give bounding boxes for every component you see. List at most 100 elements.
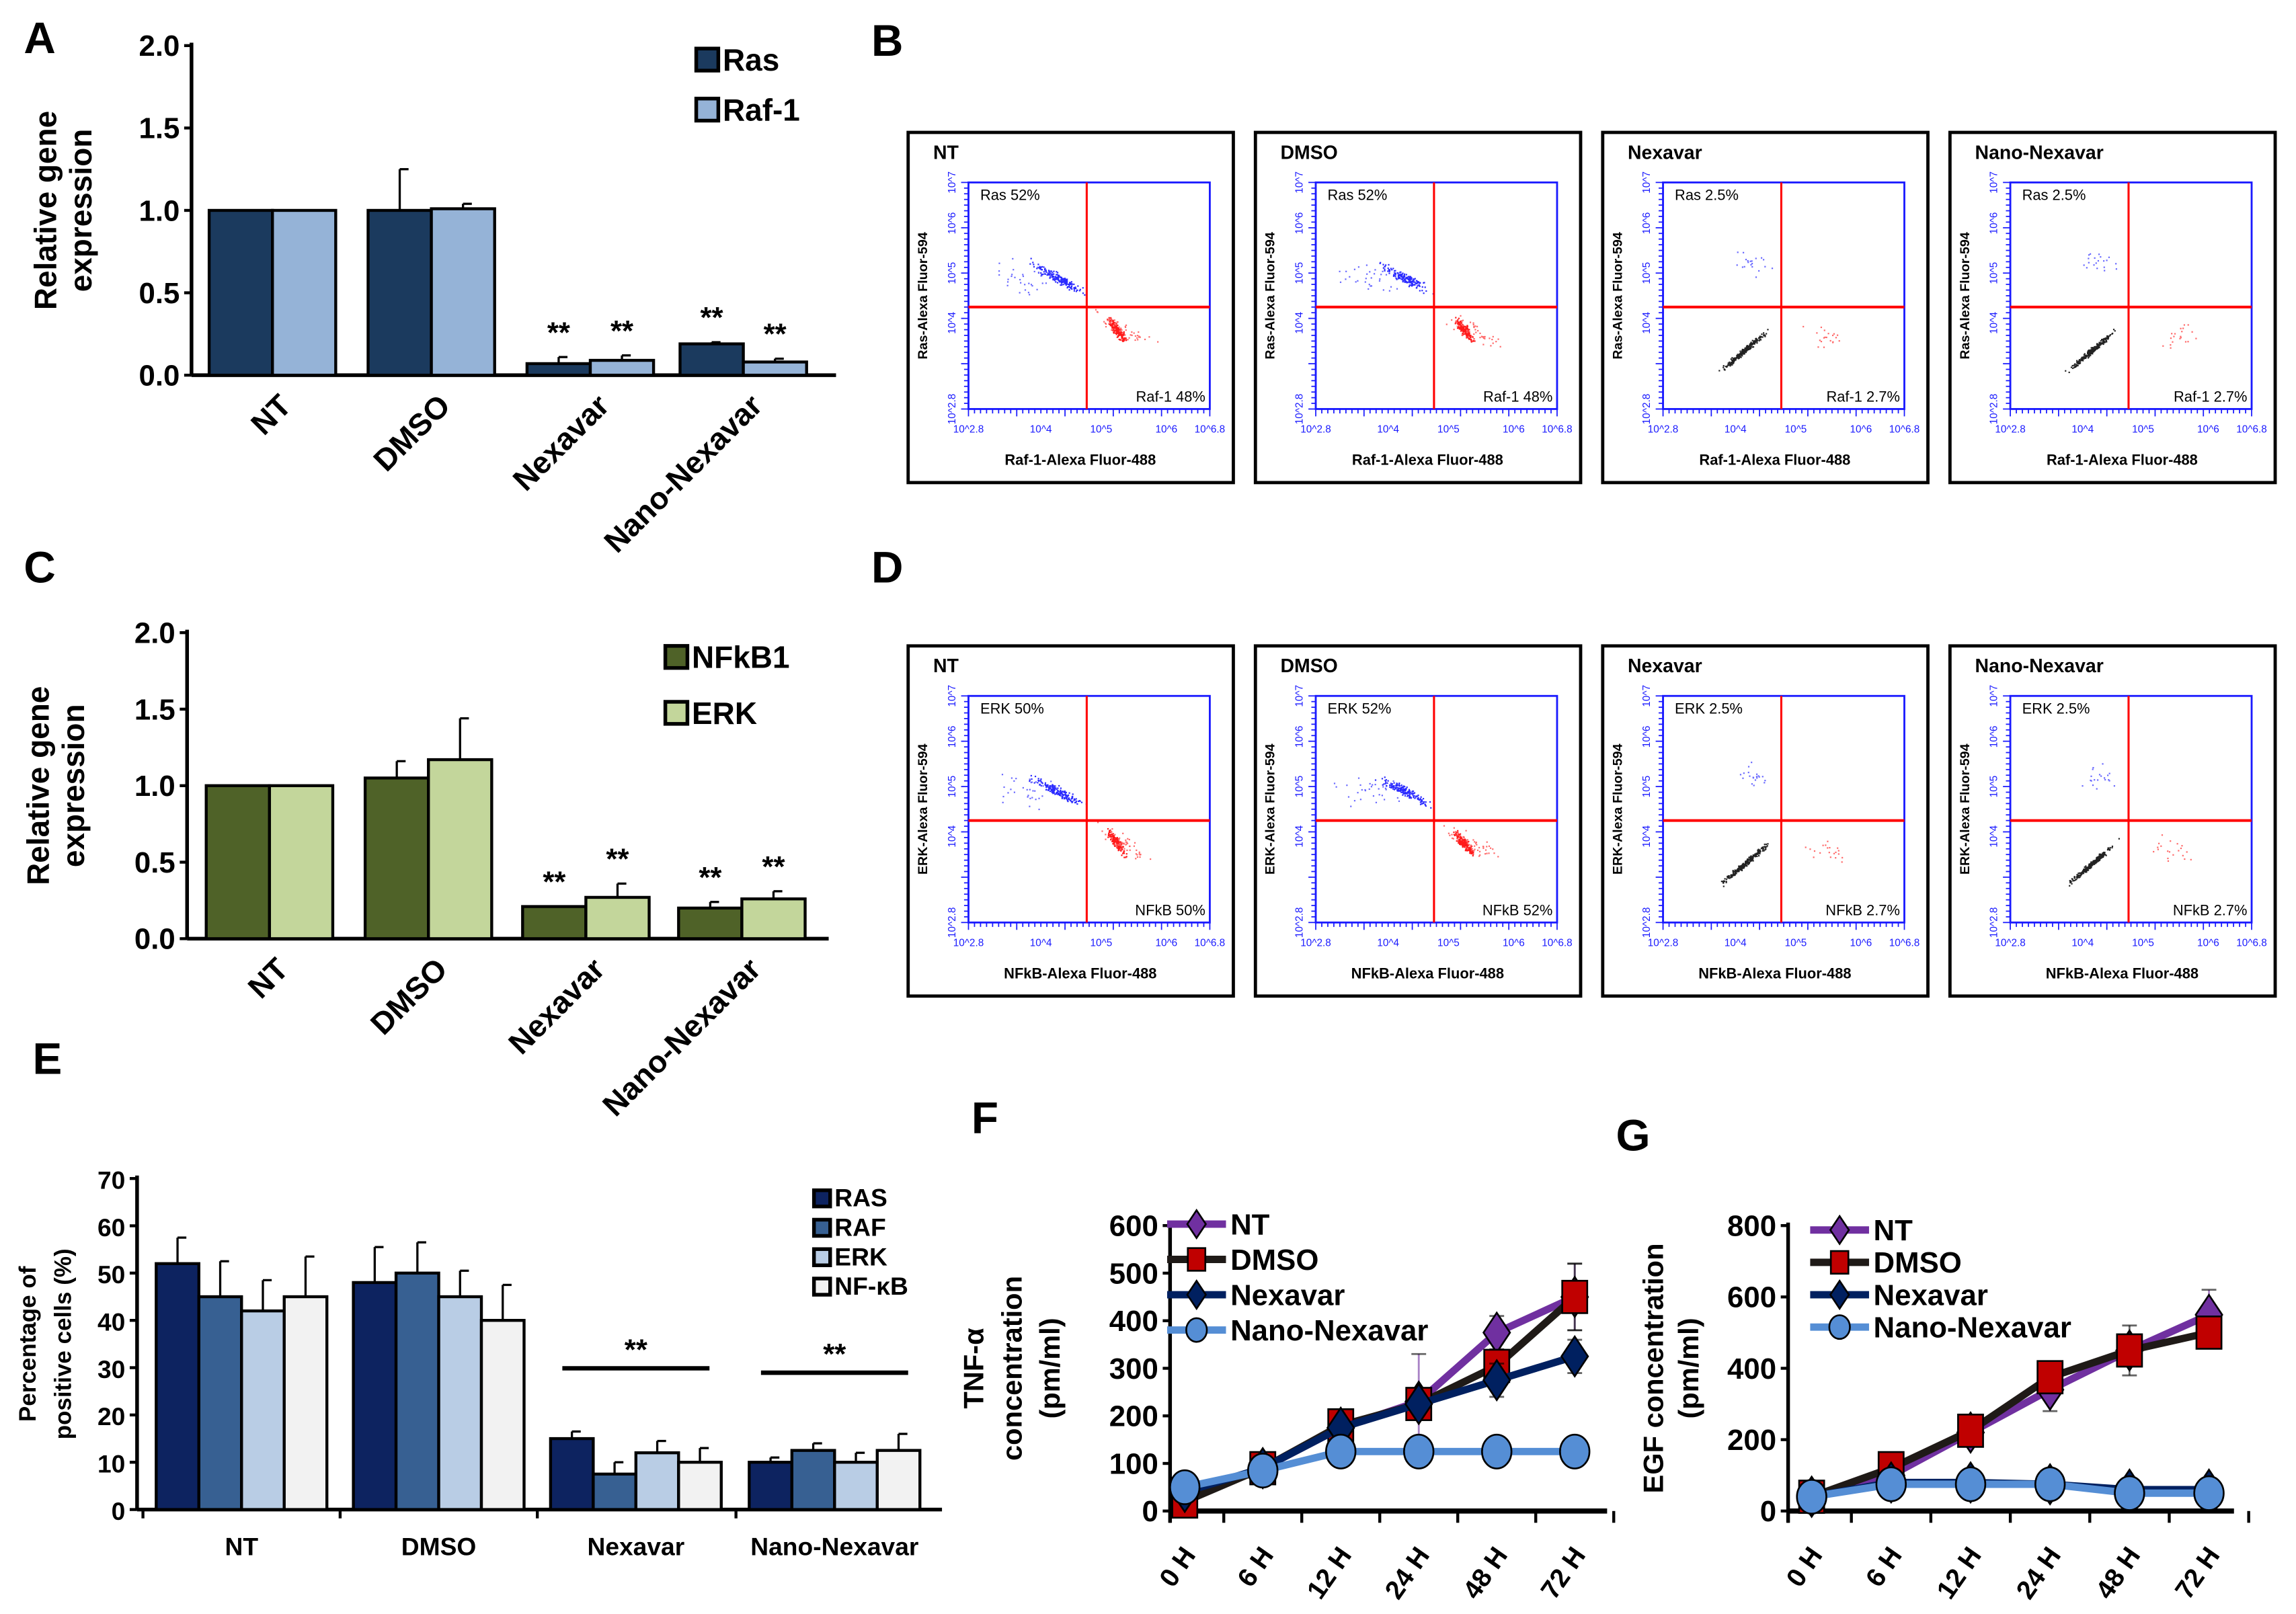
event-dot: [2111, 846, 2113, 849]
event-dot: [1746, 346, 1749, 348]
event-dot: [1396, 784, 1398, 786]
event-dot: [1029, 789, 1031, 791]
event-dot: [2107, 847, 2109, 849]
event-dot: [1002, 801, 1004, 803]
event-dot: [1117, 850, 1119, 852]
event-dot: [1405, 281, 1407, 283]
event-dot: [1406, 276, 1409, 278]
event-dot: [1731, 875, 1733, 877]
event-dot: [1037, 778, 1039, 780]
event-dot: [2104, 854, 2106, 856]
event-dot: [1036, 268, 1038, 270]
x-tick-label: 10^2.8: [1995, 423, 2026, 435]
event-dot: [1054, 790, 1056, 792]
event-dot: [1066, 286, 1068, 289]
event-dot: [2073, 876, 2075, 878]
event-dot: [1727, 877, 1729, 879]
event-dot: [1462, 329, 1464, 331]
event-dot: [1396, 782, 1398, 784]
event-dot: [1053, 276, 1055, 278]
event-dot: [1107, 319, 1109, 321]
event-dot: [1118, 334, 1121, 336]
data-point-dmso: [2195, 1316, 2223, 1350]
event-dot: [1391, 269, 1393, 271]
event-dot: [1747, 863, 1749, 866]
event-dot: [1735, 873, 1737, 875]
data-point-nano-nexavar: [1247, 1453, 1279, 1489]
event-dot: [1058, 784, 1060, 787]
event-dot: [1823, 329, 1825, 331]
event-dot: [1723, 880, 1725, 883]
event-dot: [1749, 860, 1751, 862]
event-dot: [2103, 777, 2106, 779]
event-dot: [2090, 775, 2092, 777]
event-dot: [1733, 358, 1735, 360]
panel-letter-a: A: [24, 13, 55, 63]
event-dot: [1034, 790, 1036, 792]
event-dot: [1729, 362, 1731, 364]
event-dot: [2098, 859, 2100, 862]
event-dot: [1105, 323, 1107, 325]
event-dot: [1829, 846, 1831, 849]
scatter-points: [1720, 762, 1844, 887]
event-dot: [1115, 324, 1117, 326]
event-dot: [1128, 337, 1130, 339]
event-dot: [1463, 326, 1465, 328]
event-dot: [2088, 254, 2090, 256]
event-dot: [2087, 350, 2089, 352]
event-dot: [2084, 353, 2086, 355]
event-dot: [1740, 866, 1742, 869]
event-dot: [1119, 332, 1121, 335]
event-dot: [1421, 801, 1423, 803]
bar-nexavar-nf-b: [677, 1461, 723, 1511]
y-tick-label: 20: [97, 1402, 125, 1430]
event-dot: [1470, 334, 1472, 337]
event-dot: [1466, 849, 1468, 851]
event-dot: [1115, 842, 1117, 845]
y-tick-label: 10^4: [1294, 312, 1305, 334]
event-dot: [1739, 350, 1741, 352]
event-dot: [2088, 257, 2090, 259]
y-axis-label: ERK-Alexa Fluor-594: [1610, 743, 1625, 875]
event-dot: [1755, 338, 1758, 340]
event-dot: [1070, 282, 1072, 285]
event-dot: [1037, 782, 1039, 784]
event-dot: [1054, 793, 1056, 795]
event-dot: [2157, 846, 2159, 848]
event-dot: [1465, 333, 1467, 336]
event-dot: [1370, 285, 1372, 287]
event-dot: [2070, 881, 2072, 883]
event-dot: [1349, 276, 1351, 278]
event-dot: [2107, 335, 2109, 337]
event-dot: [1113, 845, 1116, 847]
event-dot: [1471, 852, 1473, 854]
legend-swatch-raf-1: [694, 96, 721, 123]
event-dot: [1488, 845, 1491, 847]
event-dot: [2093, 860, 2095, 862]
event-dot: [2108, 780, 2110, 782]
y-tick-label: 10^2.8: [947, 394, 958, 425]
event-dot: [1369, 782, 1371, 784]
x-tick-label: 10^2.8: [953, 937, 984, 949]
event-dot: [1131, 331, 1133, 333]
event-dot: [2100, 341, 2102, 344]
event-dot: [2094, 862, 2096, 864]
event-dot: [1745, 348, 1747, 350]
y-tick-label: 10^7: [1641, 685, 1653, 707]
significance-marker: **: [543, 866, 565, 899]
event-dot: [1743, 772, 1745, 774]
x-axis-label: Raf-1-Alexa Fluor-488: [1352, 452, 1503, 469]
event-dot: [1084, 294, 1086, 296]
event-dot: [1065, 281, 1067, 284]
event-dot: [1374, 779, 1377, 781]
event-dot: [1499, 346, 1501, 348]
event-dot: [1410, 791, 1412, 793]
event-dot: [1468, 332, 1470, 334]
event-dot: [1457, 325, 1460, 328]
bar-dmso-erk: [437, 1295, 483, 1511]
event-dot: [1419, 285, 1421, 288]
event-dot: [1737, 868, 1739, 870]
bar-nexavar-ras: [549, 1437, 595, 1511]
event-dot: [1469, 852, 1471, 854]
event-dot: [2073, 879, 2075, 882]
